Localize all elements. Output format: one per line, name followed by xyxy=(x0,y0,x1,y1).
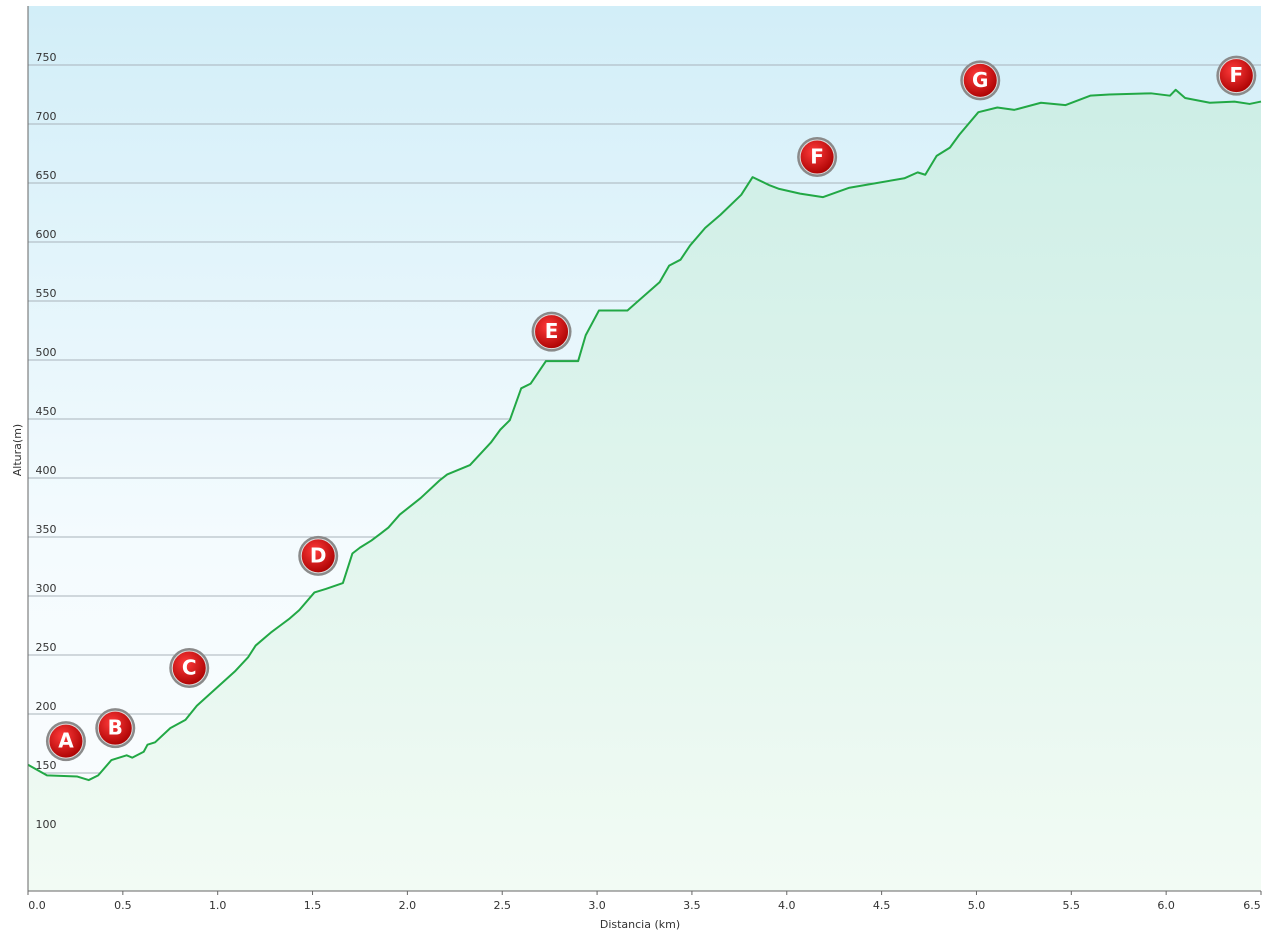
x-tick-label: 2.5 xyxy=(493,899,511,912)
waypoint-marker-inner xyxy=(799,139,835,175)
y-tick-label: 350 xyxy=(36,523,57,536)
waypoint-label: A xyxy=(58,729,74,753)
x-tick-label: 6.0 xyxy=(1157,899,1175,912)
y-tick-label: 250 xyxy=(36,641,57,654)
x-tick-label: 4.5 xyxy=(873,899,891,912)
x-tick-label: 0.0 xyxy=(28,899,46,912)
y-tick-label: 650 xyxy=(36,169,57,182)
y-axis-label: Altura(m) xyxy=(11,424,24,476)
y-tick-label: 600 xyxy=(36,228,57,241)
y-tick-label: 200 xyxy=(36,700,57,713)
x-tick-label: 4.0 xyxy=(778,899,796,912)
y-tick-label: 150 xyxy=(36,759,57,772)
waypoint-label: F xyxy=(810,145,824,169)
waypoint-marker-inner xyxy=(1218,58,1254,94)
waypoint-label: C xyxy=(182,655,197,679)
x-tick-label: 3.0 xyxy=(588,899,606,912)
waypoint-marker-inner xyxy=(171,650,207,686)
y-tick-label: 750 xyxy=(36,51,57,64)
waypoint-label: D xyxy=(310,543,327,567)
waypoint-label: E xyxy=(545,319,559,343)
y-tick-label: 100 xyxy=(36,818,57,831)
x-axis-label: Distancia (km) xyxy=(600,918,680,931)
x-tick-label: 5.5 xyxy=(1063,899,1081,912)
waypoint-marker-inner xyxy=(300,538,336,574)
x-tick-label: 5.0 xyxy=(968,899,986,912)
waypoint-label: G xyxy=(972,68,988,92)
waypoint-marker-inner xyxy=(534,314,570,350)
waypoint-marker-inner xyxy=(48,723,84,759)
y-tick-label: 500 xyxy=(36,346,57,359)
y-tick-label: 550 xyxy=(36,287,57,300)
y-tick-label: 300 xyxy=(36,582,57,595)
y-tick-label: 400 xyxy=(36,464,57,477)
waypoint-label: B xyxy=(108,716,123,740)
x-tick-label: 6.5 xyxy=(1243,899,1261,912)
x-tick-label: 1.5 xyxy=(304,899,322,912)
waypoint-marker-inner xyxy=(962,62,998,98)
area-fill xyxy=(28,89,1261,891)
x-tick-label: 0.5 xyxy=(114,899,132,912)
x-tick-label: 1.0 xyxy=(209,899,227,912)
x-tick-label: 2.0 xyxy=(399,899,417,912)
elevation-line xyxy=(27,88,1262,782)
x-tick-label: 3.5 xyxy=(683,899,701,912)
y-tick-label: 700 xyxy=(36,110,57,123)
y-tick-label: 450 xyxy=(36,405,57,418)
waypoint-marker-inner xyxy=(97,710,133,746)
waypoint-label: F xyxy=(1230,63,1244,87)
